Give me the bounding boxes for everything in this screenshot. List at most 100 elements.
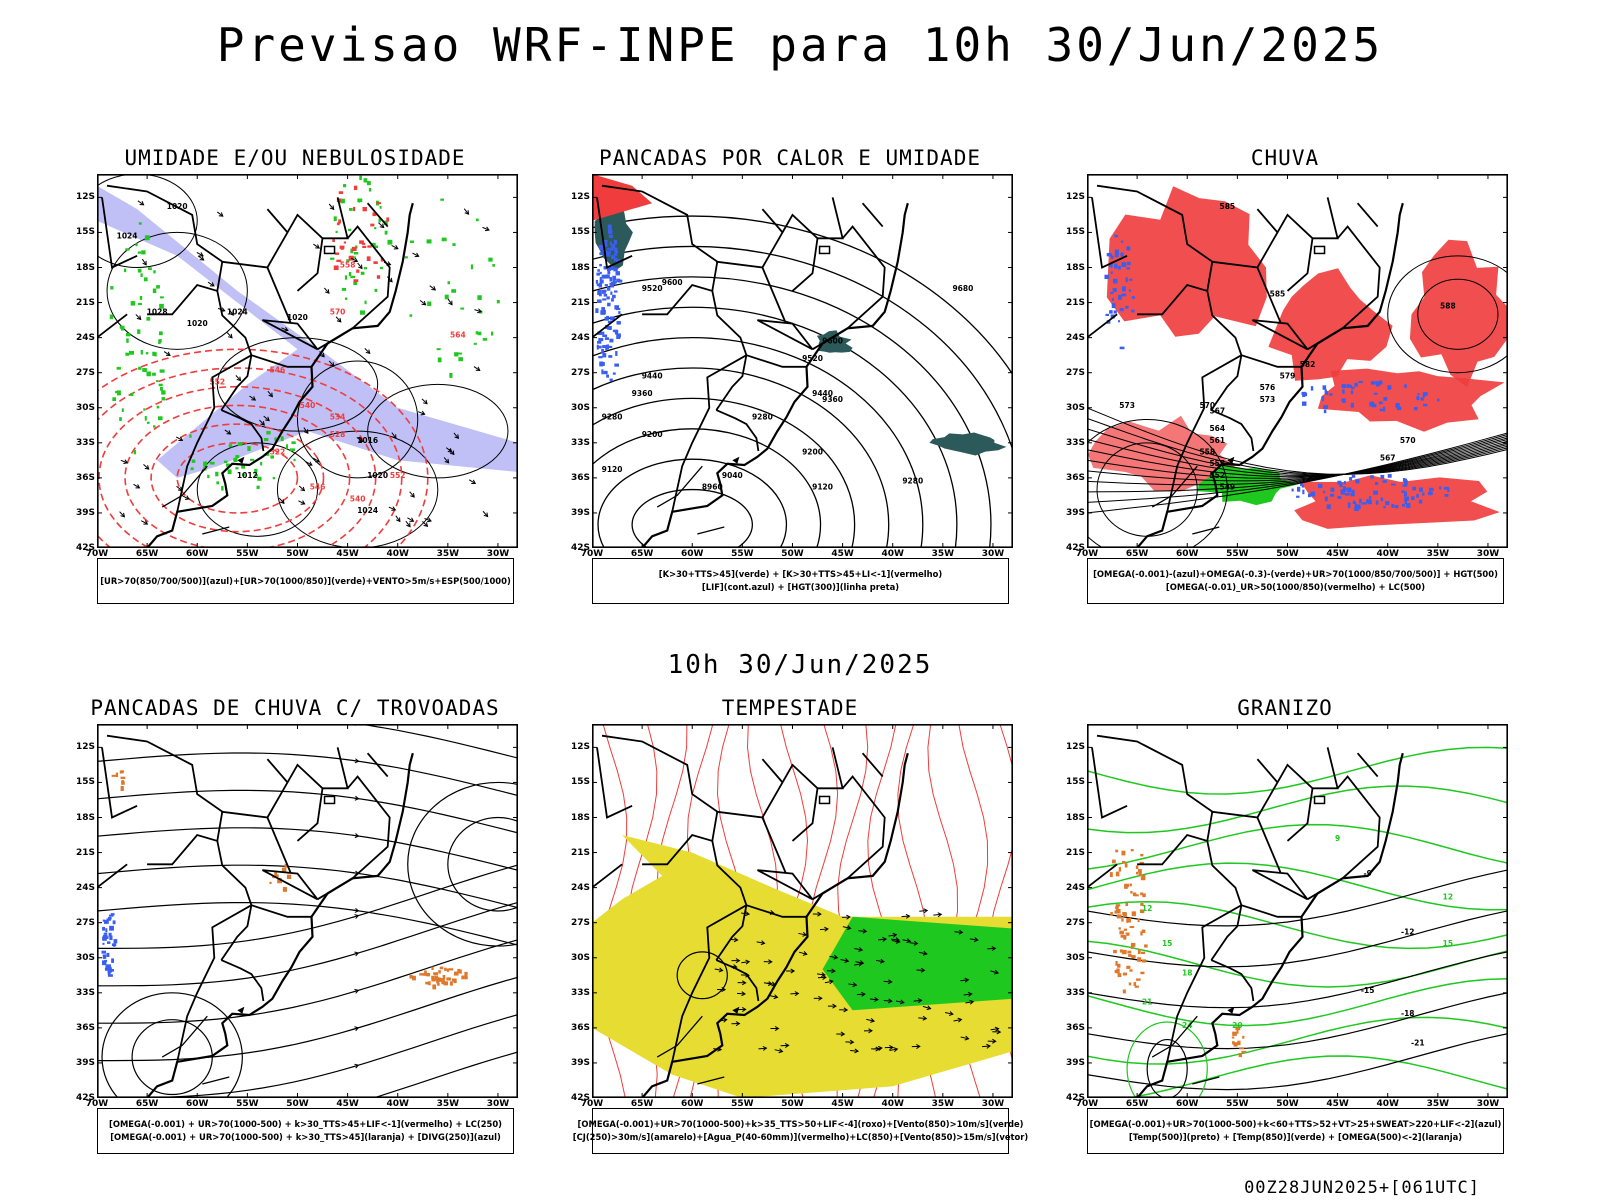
wind-vector — [855, 961, 864, 964]
panel-title: CHUVA — [1250, 146, 1320, 170]
lon-tick-label: 50W — [1276, 549, 1299, 559]
state-border — [366, 202, 389, 228]
omega500-area — [1109, 872, 1113, 878]
thunderstorm-area — [282, 887, 287, 892]
divergence-area — [102, 954, 107, 959]
omega-weak-area — [1351, 489, 1355, 493]
wind-vector — [991, 1038, 997, 1044]
legend-line: [OMEGA(-0.001)-(azul)+OMEGA(-0.3)-(verde… — [1093, 569, 1498, 579]
lon-tick-label: 55W — [1226, 1099, 1249, 1109]
lon-tick-label: 65W — [1125, 1099, 1149, 1109]
omega-weak-area — [1412, 486, 1416, 491]
lif-contour — [614, 257, 618, 262]
wind-vector — [758, 1047, 767, 1050]
lif-contour — [595, 308, 599, 313]
wind-vector — [228, 333, 233, 339]
wind-vector — [832, 1003, 837, 1009]
thickness-label-cluster — [361, 242, 366, 245]
humidity-1000-850 — [110, 286, 114, 290]
state-border — [1091, 197, 1128, 269]
omega-weak-area — [1354, 503, 1357, 508]
wind-vector — [969, 999, 975, 1005]
hgt500-contour — [1087, 438, 1508, 477]
lif-contour — [599, 276, 602, 282]
temp500-contour — [1087, 910, 1508, 968]
lon-tick-label: 60W — [186, 549, 209, 559]
thunderstorm-area — [419, 973, 425, 976]
hgt300-contour — [592, 397, 856, 548]
lif-contour — [595, 279, 599, 284]
contour-label: 15 — [1162, 939, 1172, 948]
wind-vector — [235, 375, 241, 381]
omega500-area — [1137, 949, 1141, 955]
omega500-area — [1114, 910, 1117, 914]
wind-vector — [448, 300, 453, 306]
state-border — [592, 863, 623, 889]
state-border — [746, 904, 807, 918]
humidity-1000-850 — [359, 175, 362, 180]
omega-weak-area — [1108, 263, 1113, 268]
omega-weak-area — [1131, 296, 1136, 299]
omega-weak-area — [1341, 399, 1346, 402]
lon-tick-label: 35W — [931, 549, 955, 559]
lat-tick-label: 39S — [1065, 507, 1085, 518]
wind-vector — [790, 968, 796, 974]
contour-label: 9600 — [662, 278, 683, 287]
high-pressure-circulation — [447, 816, 518, 912]
contour-label: 1016 — [357, 436, 378, 445]
wind-vector — [891, 940, 900, 943]
thunderstorm-area — [120, 786, 124, 792]
state-border — [106, 184, 224, 292]
omega-weak-area — [1301, 484, 1304, 488]
omega-weak-area — [1119, 346, 1125, 350]
omega500-area — [1131, 911, 1136, 917]
omega-weak-area — [1354, 506, 1359, 511]
wind-vector — [923, 908, 929, 914]
omega-weak-area — [1413, 406, 1418, 411]
lon-tick-label: 60W — [681, 549, 704, 559]
lc850-circulation — [676, 951, 728, 1000]
lif-contour — [605, 346, 608, 351]
lif-contour — [609, 241, 612, 246]
contour-label: 546 — [310, 483, 326, 492]
humidity-1000-850 — [272, 476, 276, 480]
wind-vector — [454, 434, 460, 440]
lake — [237, 1006, 245, 1014]
lif-contour — [614, 281, 617, 284]
wind-vector — [722, 1017, 728, 1023]
divergence-area — [104, 936, 109, 939]
wind-vector — [964, 977, 970, 983]
wind-vector — [475, 366, 481, 372]
wind-vector — [967, 991, 973, 997]
lon-tick-label: 60W — [681, 1099, 704, 1109]
hgt300-contour — [592, 367, 890, 548]
wind-vector — [866, 1018, 875, 1022]
state-border — [1256, 758, 1279, 783]
omega-weak-area — [1416, 395, 1420, 401]
omega500-area — [1128, 982, 1132, 986]
streamline-arrow — [352, 909, 359, 912]
divergence-area — [103, 932, 108, 935]
omega-weak-area — [1394, 505, 1399, 509]
contour-label: 9120 — [812, 483, 833, 492]
state-border — [1307, 327, 1344, 351]
omega-weak-area — [1347, 502, 1351, 508]
omega500-area — [1139, 861, 1144, 865]
contour-label: 1028 — [147, 307, 168, 316]
humidity-1000-850 — [260, 461, 263, 466]
omega-weak-area — [1382, 480, 1388, 483]
coastline — [1136, 202, 1404, 548]
humidity-1000-850 — [404, 256, 408, 259]
thickness-label-cluster — [356, 269, 360, 273]
temp850-contour — [1087, 978, 1508, 1027]
thunderstorm-area — [437, 982, 440, 986]
omega-weak-area — [1323, 405, 1329, 409]
thickness-contour — [124, 404, 351, 548]
wind-vector — [802, 931, 808, 937]
state-border — [841, 225, 886, 329]
omega500-area — [1123, 937, 1127, 940]
thunderstorm-area — [111, 774, 117, 777]
humidity-1000-850 — [291, 441, 296, 445]
humidity-1000-850 — [447, 281, 451, 285]
omega-weak-area — [1131, 309, 1135, 313]
